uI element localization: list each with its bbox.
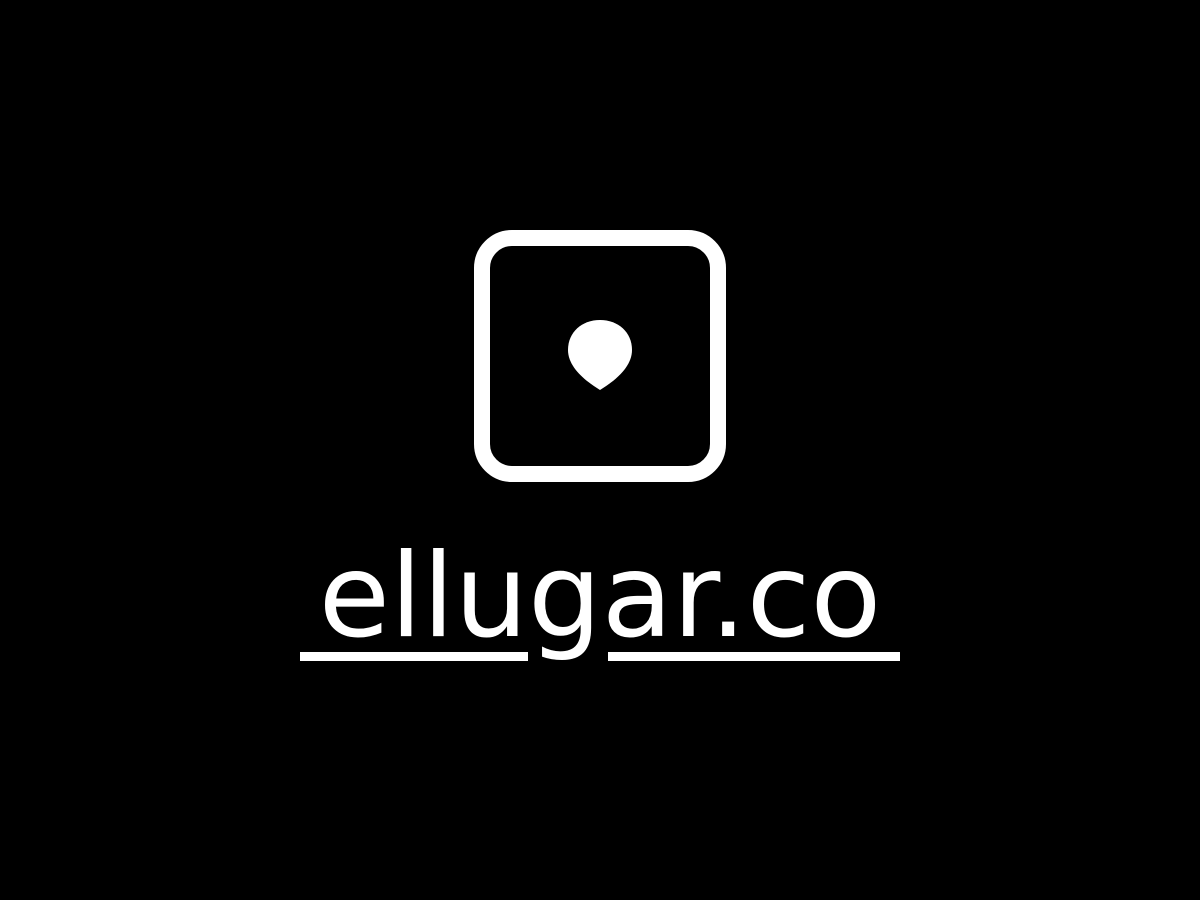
underline-left	[300, 652, 528, 661]
wordmark: ellugar.co	[300, 532, 900, 682]
rounded-square-with-drop-icon	[474, 230, 726, 482]
brand-name: ellugar.co	[318, 529, 882, 664]
underline-right	[608, 652, 900, 661]
